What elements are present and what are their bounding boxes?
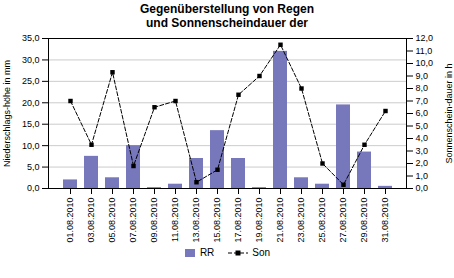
svg-text:23.08.2010: 23.08.2010 [296, 198, 306, 243]
svg-text:20,0: 20,0 [22, 98, 40, 108]
svg-text:Niederschlags-höhe in mm: Niederschlags-höhe in mm [2, 60, 12, 167]
svg-text:11,0: 11,0 [416, 46, 433, 56]
svg-text:15.08.2010: 15.08.2010 [212, 198, 222, 243]
svg-text:21.08.2010: 21.08.2010 [275, 198, 285, 243]
svg-text:35,0: 35,0 [22, 33, 40, 43]
svg-text:Sonnenschein-dauer in h: Sonnenschein-dauer in h [444, 63, 454, 163]
svg-text:29.08.2010: 29.08.2010 [359, 198, 369, 243]
svg-text:1,0: 1,0 [416, 171, 429, 181]
svg-text:11.08.2010: 11.08.2010 [170, 198, 180, 242]
svg-text:10,0: 10,0 [22, 141, 40, 151]
svg-text:4,0: 4,0 [416, 133, 429, 143]
svg-text:5,0: 5,0 [416, 121, 429, 131]
html-text:RR: RR [199, 247, 215, 258]
svg-text:6,0: 6,0 [416, 108, 429, 118]
svg-text:7,0: 7,0 [416, 96, 429, 106]
svg-text:0,0: 0,0 [27, 183, 40, 193]
html-text:Gegenüberstellung von Regen un: Gegenüberstellung von Regen und Sonnensc… [140, 2, 314, 30]
svg-text:01.08.2010: 01.08.2010 [65, 198, 75, 243]
svg-text:05.08.2010: 05.08.2010 [107, 198, 117, 243]
svg-text:19.08.2010: 19.08.2010 [254, 198, 264, 243]
svg-text:15,0: 15,0 [22, 119, 40, 129]
svg-text:25.08.2010: 25.08.2010 [317, 198, 327, 243]
svg-text:9,0: 9,0 [416, 71, 429, 81]
svg-text:5,0: 5,0 [27, 162, 40, 172]
svg-text:07.08.2010: 07.08.2010 [128, 198, 138, 243]
svg-text:17.08.2010: 17.08.2010 [233, 198, 243, 243]
svg-text:3,0: 3,0 [416, 146, 429, 156]
svg-text:09.08.2010: 09.08.2010 [149, 198, 159, 243]
html-text:Son: Son [252, 247, 271, 258]
svg-text:03.08.2010: 03.08.2010 [86, 198, 96, 243]
svg-text:27.08.2010: 27.08.2010 [338, 198, 348, 243]
svg-text:8,0: 8,0 [416, 83, 429, 93]
svg-text:25,0: 25,0 [22, 76, 40, 86]
svg-text:13.08.2010: 13.08.2010 [191, 198, 201, 243]
svg-text:31.08.2010: 31.08.2010 [380, 198, 390, 243]
svg-text:12,0: 12,0 [416, 33, 434, 43]
svg-text:0,0: 0,0 [416, 183, 429, 193]
svg-text:10,0: 10,0 [416, 58, 434, 68]
svg-text:30,0: 30,0 [22, 55, 40, 65]
svg-text:2,0: 2,0 [416, 158, 429, 168]
